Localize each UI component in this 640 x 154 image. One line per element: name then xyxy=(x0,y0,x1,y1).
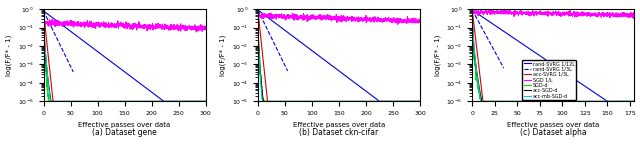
Title: (b) Dataset ckn-cifar: (b) Dataset ckn-cifar xyxy=(300,128,379,137)
X-axis label: Effective passes over data: Effective passes over data xyxy=(293,122,385,128)
Y-axis label: log(F/F* - 1): log(F/F* - 1) xyxy=(435,35,441,76)
X-axis label: Effective passes over data: Effective passes over data xyxy=(79,122,171,128)
Title: (a) Dataset gene: (a) Dataset gene xyxy=(92,128,157,137)
Title: (c) Dataset alpha: (c) Dataset alpha xyxy=(520,128,587,137)
Legend: rand-SVRG 1/12L, rand-SVRG 1/3L, acc-SVRG 1/3L, SGD 1/L, SGD-d, acc-SGD-d, acc-m: rand-SVRG 1/12L, rand-SVRG 1/3L, acc-SVR… xyxy=(522,60,576,100)
Y-axis label: log(F/F* - 1): log(F/F* - 1) xyxy=(6,35,12,76)
Y-axis label: log(F/F* - 1): log(F/F* - 1) xyxy=(220,35,227,76)
X-axis label: Effective passes over data: Effective passes over data xyxy=(508,122,600,128)
